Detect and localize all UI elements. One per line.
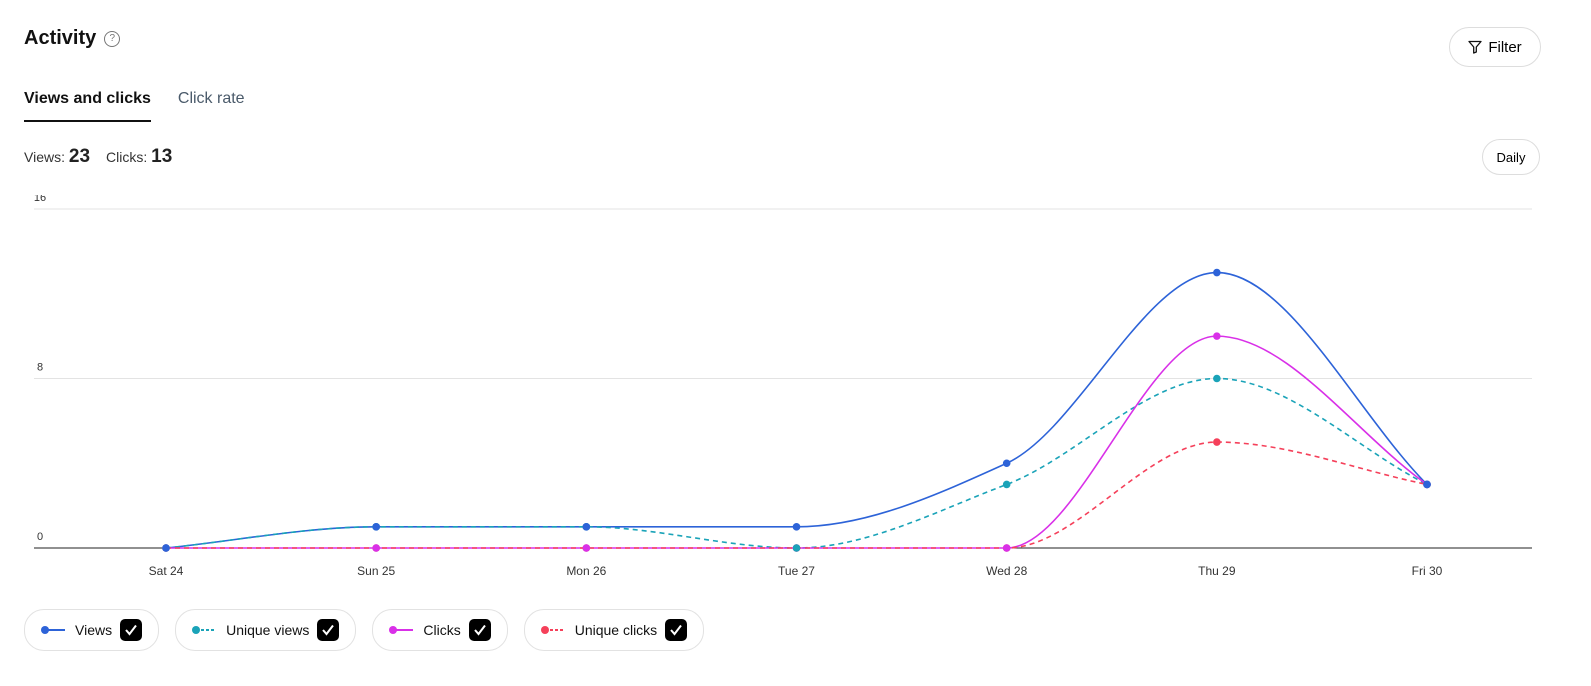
checkbox-checked-icon[interactable] — [317, 619, 340, 641]
clicks-label: Clicks: — [106, 149, 148, 165]
data-point — [582, 523, 591, 531]
legend-swatch — [41, 626, 65, 634]
series-line-views — [165, 271, 1428, 549]
chart-legend: Views Unique views Clicks Unique clicks — [24, 609, 705, 651]
x-tick-label: Fri 30 — [1412, 564, 1443, 578]
tab-views-and-clicks[interactable]: Views and clicks — [24, 90, 151, 122]
views-value: 23 — [68, 146, 91, 167]
x-tick-label: Sun 25 — [357, 564, 395, 578]
tab-click-rate[interactable]: Click rate — [177, 90, 245, 107]
data-point — [582, 544, 591, 552]
legend-label: Unique clicks — [574, 622, 658, 638]
data-point — [1213, 438, 1221, 446]
legend-item-unique-views[interactable]: Unique views — [175, 609, 357, 651]
series-line-unique-clicks — [166, 441, 1428, 549]
data-point — [1213, 332, 1221, 340]
filter-label: Filter — [1488, 38, 1522, 56]
series-line-unique-views — [165, 377, 1428, 549]
legend-label: Views — [75, 622, 113, 638]
data-point — [1002, 480, 1011, 489]
views-label: Views: — [24, 149, 65, 165]
data-point — [162, 544, 170, 552]
x-tick-label: Tue 27 — [778, 564, 815, 578]
clicks-value: 13 — [151, 146, 173, 167]
x-tick-label: Thu 29 — [1198, 564, 1236, 578]
y-tick-label: 0 — [37, 531, 43, 543]
legend-swatch — [192, 626, 217, 634]
y-tick-label: 8 — [37, 362, 43, 374]
data-point — [1213, 268, 1221, 277]
data-point — [1002, 544, 1011, 552]
activity-chart: 0 8 16 Sat 24 Sun 25 Mon 26 Tue 27 Wed 28 Thu 29… — [34, 195, 1532, 578]
x-tick-label: Mon 26 — [566, 564, 606, 578]
data-point — [372, 544, 380, 552]
data-point — [1423, 480, 1431, 489]
checkbox-checked-icon[interactable] — [468, 619, 491, 641]
tab-bar: Views and clicks Click rate — [24, 90, 245, 122]
title-text: Activity — [24, 27, 97, 49]
data-point — [372, 523, 380, 531]
data-point — [1213, 374, 1221, 383]
legend-label: Clicks — [423, 622, 461, 638]
filter-button[interactable]: Filter — [1449, 27, 1541, 67]
checkbox-checked-icon[interactable] — [665, 619, 688, 641]
x-tick-label: Wed 28 — [986, 564, 1027, 578]
y-tick-label: 16 — [34, 195, 46, 204]
question-circle-icon[interactable]: ? — [104, 30, 121, 47]
legend-swatch — [389, 626, 414, 634]
page-title: Activity ? — [24, 27, 121, 50]
series-line-clicks — [166, 335, 1428, 549]
checkbox-checked-icon[interactable] — [120, 619, 143, 641]
funnel-icon — [1468, 40, 1482, 54]
legend-label: Unique views — [226, 622, 310, 638]
x-tick-label: Sat 24 — [149, 564, 184, 578]
interval-dropdown[interactable]: Daily — [1482, 139, 1540, 175]
stats-summary: Views: 23 Clicks: 13 — [24, 146, 172, 168]
data-point — [792, 523, 801, 531]
legend-item-views[interactable]: Views — [24, 609, 160, 651]
data-point — [792, 544, 801, 552]
legend-swatch — [540, 626, 565, 634]
data-point — [1002, 459, 1011, 468]
legend-item-unique-clicks[interactable]: Unique clicks — [523, 609, 705, 651]
legend-item-clicks[interactable]: Clicks — [372, 609, 508, 651]
